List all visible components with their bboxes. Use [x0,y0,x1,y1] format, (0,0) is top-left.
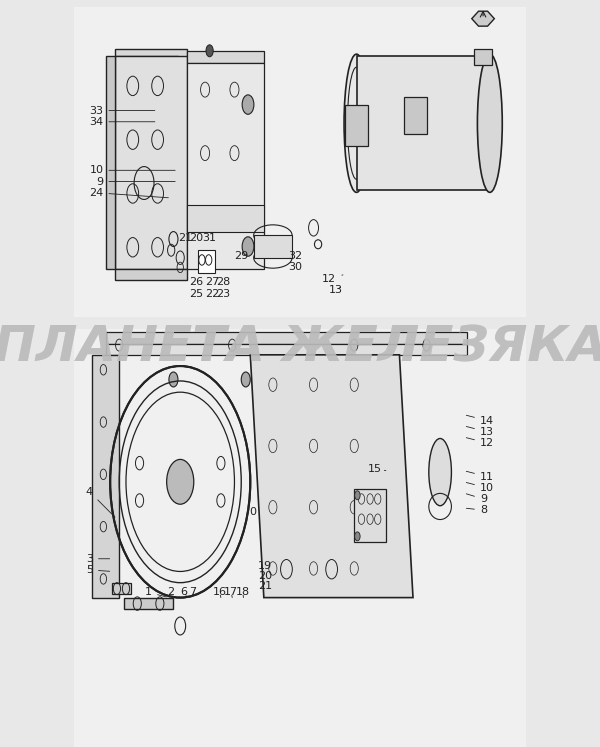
Polygon shape [250,355,413,598]
Text: 20: 20 [189,232,203,243]
Text: 2: 2 [167,587,180,598]
Text: 7: 7 [190,587,196,598]
Bar [474,49,492,65]
Text: 11: 11 [466,471,494,482]
Bar [198,250,215,273]
Polygon shape [115,49,187,61]
Circle shape [355,491,360,500]
Polygon shape [254,235,292,258]
Text: 28: 28 [216,277,230,288]
Ellipse shape [344,55,369,192]
Polygon shape [112,583,131,594]
Polygon shape [356,56,490,190]
Polygon shape [92,355,119,598]
Polygon shape [115,269,187,280]
Circle shape [242,95,254,114]
Ellipse shape [478,55,502,192]
Text: 30: 30 [289,262,302,273]
Text: 22: 22 [205,288,219,299]
Text: 20: 20 [257,571,272,581]
Text: 10: 10 [466,483,494,493]
Text: 25: 25 [189,288,203,299]
Text: 10: 10 [89,165,175,176]
Text: 18: 18 [236,587,250,598]
Text: 21: 21 [257,580,272,591]
Text: 4: 4 [86,486,115,517]
Text: 34: 34 [89,117,155,127]
Bar [74,7,526,317]
Bar [74,329,526,747]
Text: 32: 32 [289,251,302,261]
Text: 19: 19 [257,561,272,571]
Polygon shape [187,63,264,269]
Circle shape [241,372,250,387]
Text: 17: 17 [224,587,238,598]
Text: 8: 8 [466,505,487,515]
Polygon shape [345,105,368,146]
Polygon shape [106,332,467,344]
Polygon shape [124,598,173,609]
Text: 26: 26 [189,277,203,288]
Circle shape [169,372,178,387]
Text: 24: 24 [89,187,169,198]
Text: 27: 27 [205,277,219,288]
Circle shape [355,532,360,541]
Ellipse shape [429,438,451,506]
Text: 13: 13 [329,285,343,295]
Text: 13: 13 [466,427,494,437]
Text: 33: 33 [89,105,155,116]
Text: 16: 16 [212,587,227,598]
Polygon shape [404,97,427,134]
Text: 12: 12 [322,273,343,284]
Text: 14: 14 [466,415,494,426]
Circle shape [206,45,213,57]
Polygon shape [187,51,264,63]
Text: 23: 23 [216,288,230,299]
Polygon shape [187,205,264,232]
Polygon shape [472,11,494,26]
Polygon shape [106,56,115,269]
Bar [354,489,386,542]
Text: 12: 12 [466,438,494,448]
Polygon shape [106,344,467,355]
Text: 15: 15 [368,464,386,474]
Text: 3: 3 [86,554,110,564]
Text: ПЛАНЕТА ЖЕЛЕЗЯКА: ПЛАНЕТА ЖЕЛЕЗЯКА [0,323,600,371]
Text: 9: 9 [96,176,175,187]
Text: 6: 6 [181,587,187,598]
Circle shape [167,459,194,504]
Text: 5: 5 [86,565,110,575]
Text: ПЛАНЕТА ЖЕЛЕЗЯКА: ПЛАНЕТА ЖЕЛЕЗЯКА [0,323,600,371]
Text: 0: 0 [249,506,256,517]
Circle shape [242,237,254,256]
Text: 1: 1 [145,587,166,598]
Text: 9: 9 [466,494,487,504]
Text: 31: 31 [202,232,215,243]
Text: 29: 29 [234,251,248,261]
Polygon shape [115,56,187,269]
Text: 21: 21 [178,232,192,243]
